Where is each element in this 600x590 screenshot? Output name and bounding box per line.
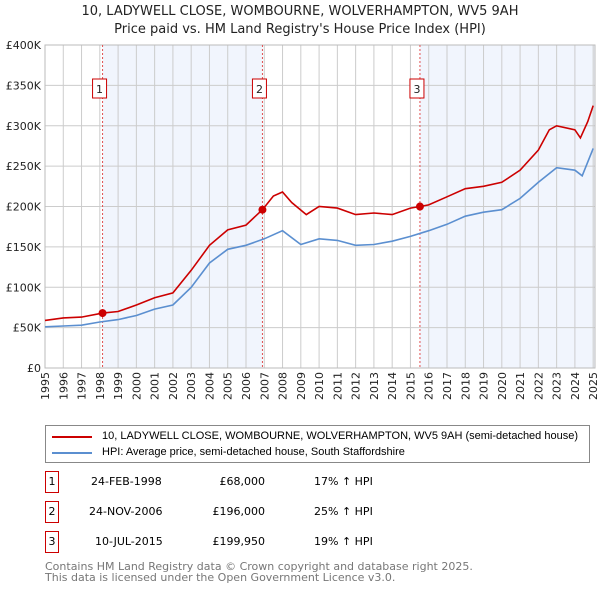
chart-title: 10, LADYWELL CLOSE, WOMBOURNE, WOLVERHAM… xyxy=(81,4,519,19)
x-tick-label: 2011 xyxy=(331,372,344,400)
sale-badge: 3 xyxy=(45,531,59,553)
chart-subtitle: Price paid vs. HM Land Registry's House … xyxy=(114,22,486,37)
sale-label-box xyxy=(251,78,267,99)
y-tick-label: £50K xyxy=(13,322,42,335)
sale-badge: 2 xyxy=(45,501,59,523)
x-tick-label: 1999 xyxy=(112,372,125,400)
x-tick-label: 2020 xyxy=(496,372,509,400)
y-tick-label: £350K xyxy=(6,79,42,92)
x-tick-label: 2000 xyxy=(130,372,143,400)
sale-badge: 1 xyxy=(45,471,59,493)
x-tick-label: 2013 xyxy=(368,372,381,400)
x-tick-label: 2006 xyxy=(240,372,253,400)
footer-licence: This data is licensed under the Open Gov… xyxy=(45,571,396,584)
footer-copyright: Contains HM Land Registry data © Crown c… xyxy=(45,560,473,573)
sale-label-box xyxy=(409,78,425,99)
x-tick-label: 2022 xyxy=(532,372,545,400)
sale-point xyxy=(258,205,267,214)
sale-price: £199,950 xyxy=(212,535,266,548)
sale-date: 24-NOV-2006 xyxy=(89,505,163,518)
y-tick-label: £100K xyxy=(6,281,42,294)
x-tick-label: 1998 xyxy=(94,372,107,400)
x-tick-label: 2018 xyxy=(459,372,472,400)
x-tick-label: 2017 xyxy=(441,372,454,400)
y-tick-label: £0 xyxy=(27,362,41,375)
legend-label-hpi: HPI: Average price, semi-detached house,… xyxy=(102,446,405,458)
x-tick-label: 2014 xyxy=(386,372,399,400)
sale-price: £68,000 xyxy=(219,475,266,488)
footer: Contains HM Land Registry data © Crown c… xyxy=(45,561,473,583)
x-tick-label: 2019 xyxy=(478,372,491,400)
x-tick-label: 2005 xyxy=(222,372,235,400)
x-tick-label: 2015 xyxy=(404,372,417,400)
sale-hpi: 17% ↑ HPI xyxy=(314,475,373,488)
legend: 10, LADYWELL CLOSE, WOMBOURNE, WOLVERHAM… xyxy=(45,425,590,463)
sale-hpi: 19% ↑ HPI xyxy=(314,535,373,548)
y-tick-label: £300K xyxy=(6,120,42,133)
x-tick-label: 2009 xyxy=(295,372,308,400)
plot-area: £0 £50K £100K £150K £200K £250K £300K £350K £400… xyxy=(6,39,600,400)
sale-label: 2 xyxy=(256,83,263,96)
x-tick-label: 2010 xyxy=(313,372,326,400)
sale-hpi: 25% ↑ HPI xyxy=(314,505,373,518)
x-tick-label: 2012 xyxy=(350,372,363,400)
x-tick-label: 1995 xyxy=(39,372,52,400)
x-tick-label: 2003 xyxy=(185,372,198,400)
legend-swatch-hpi xyxy=(52,451,92,454)
y-tick-label: £400K xyxy=(6,39,42,52)
sale-label: 1 xyxy=(96,83,103,96)
x-tick-label: 2021 xyxy=(514,372,527,400)
legend-swatch-property xyxy=(52,435,92,438)
x-tick-label: 2007 xyxy=(258,372,271,400)
x-tick-label: 1997 xyxy=(76,372,89,400)
x-tick-label: 2023 xyxy=(551,372,564,400)
hpi-line xyxy=(44,148,594,328)
x-tick-label: 2024 xyxy=(569,372,582,400)
sale-row-2: 2 24-NOV-2006 £196,000 25% ↑ HPI xyxy=(45,501,445,523)
y-tick-label: £150K xyxy=(6,241,42,254)
x-tick-label: 2008 xyxy=(277,372,290,400)
x-tick-label: 2025 xyxy=(587,372,600,400)
sale-row-3: 3 10-JUL-2015 £199,950 19% ↑ HPI xyxy=(45,531,445,553)
y-tick-label: £200K xyxy=(6,201,42,214)
sale-date: 24-FEB-1998 xyxy=(91,475,162,488)
legend-label-property: 10, LADYWELL CLOSE, WOMBOURNE, WOLVERHAM… xyxy=(102,430,578,442)
y-tick-label: £250K xyxy=(6,160,42,173)
sale-point xyxy=(415,202,424,211)
sale-price: £196,000 xyxy=(212,505,266,518)
x-tick-label: 2004 xyxy=(203,372,216,400)
x-tick-label: 1996 xyxy=(57,372,70,400)
sale-date: 10-JUL-2015 xyxy=(95,535,163,548)
plot-border xyxy=(44,44,596,369)
property-price-line xyxy=(44,105,594,322)
x-tick-label: 2002 xyxy=(167,372,180,400)
x-tick-label: 2016 xyxy=(423,372,436,400)
sale-row-1: 1 24-FEB-1998 £68,000 17% ↑ HPI xyxy=(45,471,445,493)
x-tick-label: 2001 xyxy=(149,372,162,400)
sale-label-box xyxy=(92,78,108,99)
sale-point xyxy=(98,309,107,318)
sale-label: 3 xyxy=(413,83,420,96)
